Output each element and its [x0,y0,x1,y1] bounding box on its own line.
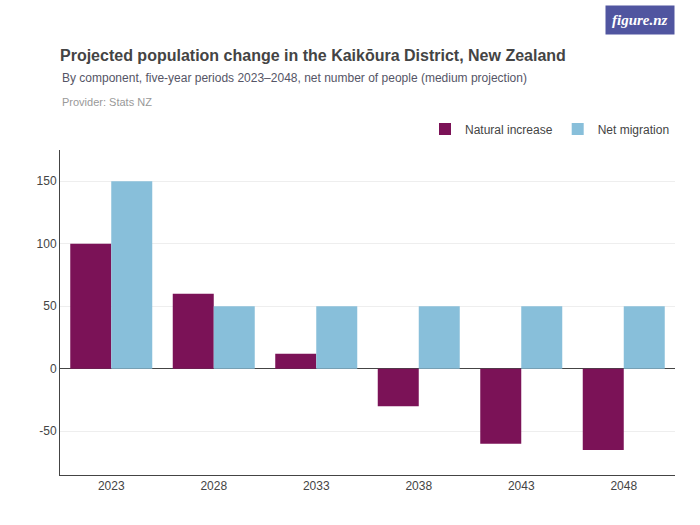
svg-text:Net migration: Net migration [598,123,669,137]
svg-text:figure.nz: figure.nz [612,12,668,28]
svg-text:By component, five-year period: By component, five-year periods 2023–204… [62,71,527,85]
svg-text:2028: 2028 [200,479,227,493]
svg-text:2033: 2033 [303,479,330,493]
svg-text:2038: 2038 [405,479,432,493]
svg-text:2023: 2023 [98,479,125,493]
svg-text:0: 0 [50,362,57,376]
svg-text:-50: -50 [39,424,57,438]
svg-text:2048: 2048 [610,479,637,493]
svg-text:2043: 2043 [508,479,535,493]
svg-text:Provider: Stats NZ: Provider: Stats NZ [62,96,152,108]
svg-text:150: 150 [37,174,57,188]
svg-text:Natural increase: Natural increase [465,123,553,137]
svg-text:100: 100 [37,237,57,251]
svg-text:Projected population change in: Projected population change in the Kaikō… [60,47,566,64]
svg-text:50: 50 [43,299,57,313]
